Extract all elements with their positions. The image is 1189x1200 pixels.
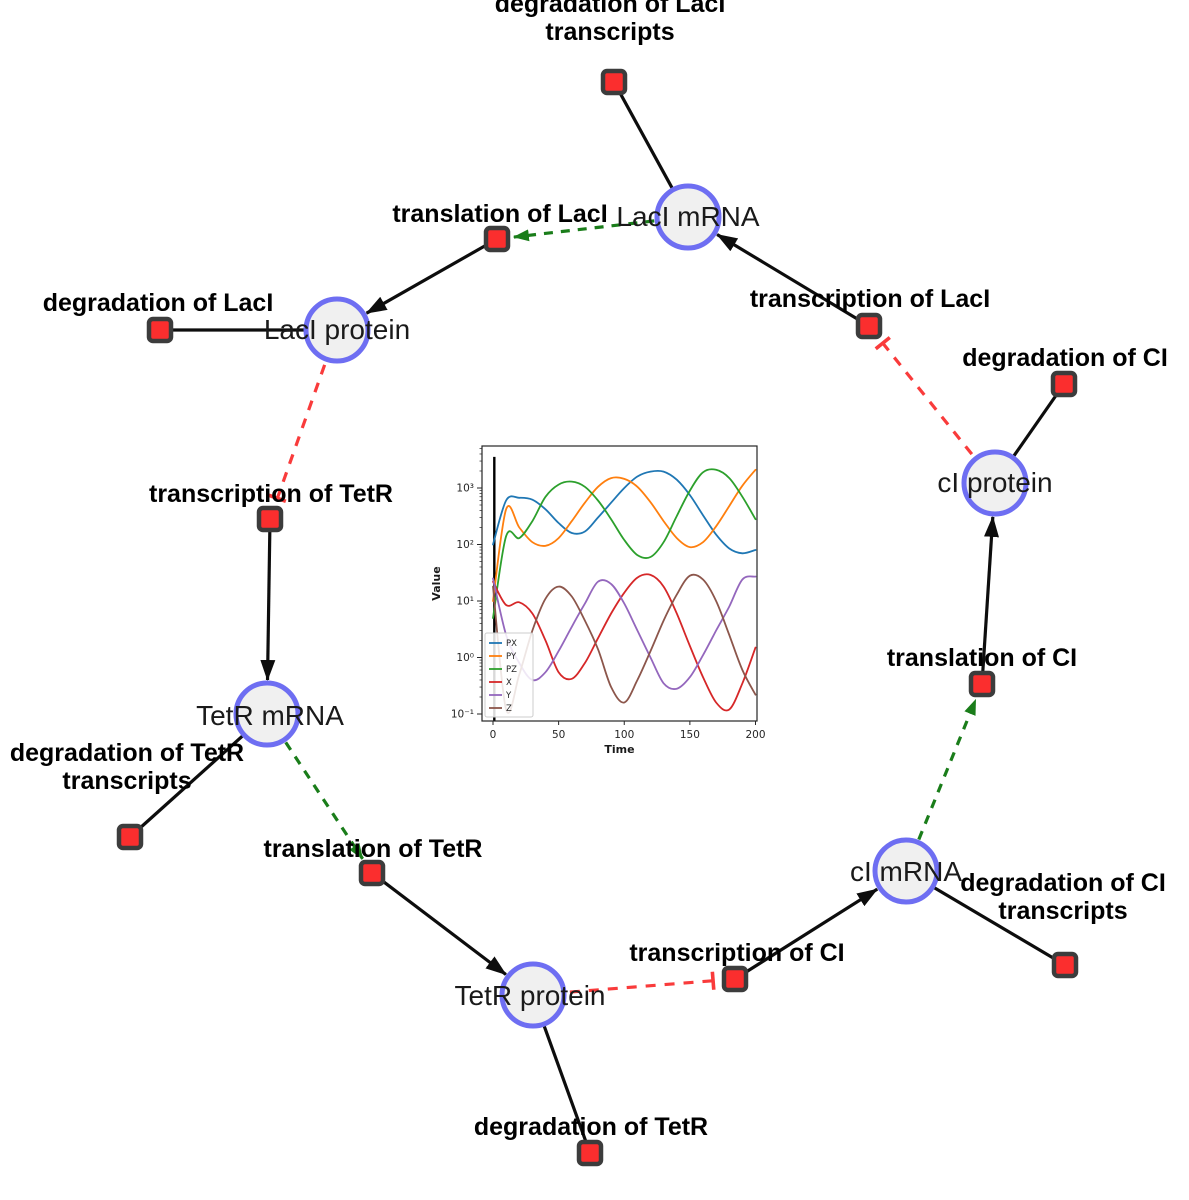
- reaction-node-deg_tetr_tx: [116, 823, 144, 851]
- species-label-tetr_protein: TetR protein: [455, 980, 606, 1011]
- chart-series-Y: [492, 575, 757, 690]
- species-node-laci_mrna: [654, 183, 722, 251]
- y-tick-label: 10³: [456, 483, 474, 495]
- x-tick-label: 50: [552, 729, 565, 741]
- edge-modifier-ci_mrna-to-transl_ci: [917, 698, 978, 841]
- reaction-label-deg_ci_tx: degradation of CI transcripts: [960, 869, 1166, 925]
- reaction-node-transl_tetr: [358, 859, 386, 887]
- reaction-node-transc_laci: [855, 312, 883, 340]
- label-layer: degradation of LacI transcripts translatio…: [10, 0, 1168, 1141]
- chart-ylabel: Value: [430, 566, 443, 600]
- species-node-ci_protein: [961, 449, 1029, 517]
- chart-xlabel: Time: [604, 743, 634, 756]
- node-layer: [116, 68, 1079, 1167]
- y-tick-label: 10⁻¹: [451, 709, 474, 721]
- legend-entry-X: X: [506, 678, 512, 688]
- legend-entry-PZ: PZ: [506, 665, 517, 675]
- edge-product-transc_laci-to-laci_mrna: [716, 233, 870, 328]
- reaction-label-deg_ci: degradation of CI: [962, 344, 1168, 372]
- edge-modifier-laci_mrna-to-transl_laci: [512, 219, 655, 242]
- edge-layer: [128, 81, 1066, 1154]
- reaction-node-deg_tetr: [576, 1139, 604, 1167]
- x-tick-label: 0: [490, 729, 497, 741]
- edge-product-transc_ci-to-ci_mrna: [734, 887, 879, 981]
- inset-plot: 0 50 100 150 200 10⁻¹ 10⁰ 10¹ 10² 10³ Time Value PX P…: [425, 437, 770, 763]
- reaction-label-deg_laci_tx: degradation of LacI transcripts: [495, 0, 726, 46]
- reaction-node-deg_ci_tx: [1051, 951, 1079, 979]
- reaction-label-transc_laci: transcription of LacI: [750, 285, 990, 313]
- reaction-node-transl_ci: [968, 670, 996, 698]
- y-tick-label: 10⁰: [456, 652, 474, 664]
- legend-entry-PY: PY: [506, 652, 517, 662]
- reaction-label-transl_tetr: translation of TetR: [264, 835, 483, 863]
- reaction-node-deg_ci: [1050, 370, 1078, 398]
- species-label-ci_mrna: cI mRNA: [850, 856, 962, 887]
- edge-inhibitor-ci_protein-to-transc_laci: [874, 336, 974, 456]
- reaction-label-transl_laci: translation of LacI: [392, 200, 607, 228]
- x-tick-label: 200: [745, 729, 765, 741]
- reaction-label-deg_tetr_tx: degradation of TetR transcripts: [10, 739, 244, 795]
- edge-product-transl_tetr-to-tetr_protein: [371, 871, 507, 976]
- y-tick-label: 10¹: [456, 596, 474, 608]
- x-tick-label: 100: [614, 729, 634, 741]
- edge-inhibitor-laci_protein-to-transc_tetr: [268, 364, 327, 503]
- edge-product-transl_ci-to-ci_protein: [980, 515, 999, 685]
- edge-product-transl_laci-to-laci_protein: [365, 237, 498, 315]
- edge-reactant-tetr_mrna-to-deg_tetr_tx: [128, 733, 246, 839]
- chart-frame: [481, 445, 758, 722]
- chart-series-group: [492, 468, 757, 714]
- species-label-tetr_mrna: TetR mRNA: [196, 700, 344, 731]
- edge-reactant-tetr_protein-to-deg_tetr: [542, 1023, 592, 1154]
- edge-reactant-laci_mrna-to-deg_laci_tx: [612, 81, 675, 191]
- reaction-node-transl_laci: [483, 225, 511, 253]
- edge-inhibitor-tetr_protein-to-transc_ci: [569, 971, 716, 994]
- reaction-label-deg_laci: degradation of LacI: [43, 289, 274, 317]
- species-label-laci_mrna: LacI mRNA: [616, 201, 759, 232]
- chart-series-PX: [492, 469, 757, 555]
- species-node-ci_mrna: [872, 837, 940, 905]
- reaction-label-transl_ci: translation of CI: [887, 644, 1077, 672]
- reaction-node-transc_ci: [721, 965, 749, 993]
- reaction-node-transc_tetr: [256, 505, 284, 533]
- reaction-node-deg_laci: [146, 316, 174, 344]
- legend-entry-PX: PX: [506, 639, 517, 649]
- reaction-label-deg_tetr: degradation of TetR: [474, 1113, 708, 1141]
- edge-modifier-tetr_mrna-to-transl_tetr: [284, 741, 364, 860]
- species-node-tetr_protein: [499, 961, 567, 1029]
- y-tick-label: 10²: [456, 539, 474, 551]
- species-label-laci_protein: LacI protein: [264, 314, 410, 345]
- reaction-node-deg_laci_tx: [600, 68, 628, 96]
- edge-product-transc_tetr-to-tetr_mrna: [260, 518, 276, 682]
- edge-reactant-ci_mrna-to-deg_ci_tx: [931, 885, 1066, 967]
- reaction-label-transc_tetr: transcription of TetR: [149, 480, 393, 508]
- chart-legend: PX PY PZ XYZ: [484, 632, 534, 718]
- inset-chart-svg: 0 50 100 150 20010⁻¹10⁰10¹10²10³TimeValuePXP…: [430, 445, 766, 756]
- species-node-tetr_mrna: [233, 680, 301, 748]
- species-label-ci_protein: cI protein: [937, 467, 1052, 498]
- chart-series-Z: [492, 573, 757, 714]
- chart-series-PY: [492, 468, 757, 602]
- legend-entry-Z: Z: [506, 704, 512, 714]
- reaction-label-transc_ci: transcription of CI: [629, 939, 844, 967]
- chart-series-PZ: [492, 468, 757, 619]
- x-tick-label: 150: [680, 729, 700, 741]
- species-node-laci_protein: [303, 296, 371, 364]
- legend-entry-Y: Y: [505, 691, 512, 701]
